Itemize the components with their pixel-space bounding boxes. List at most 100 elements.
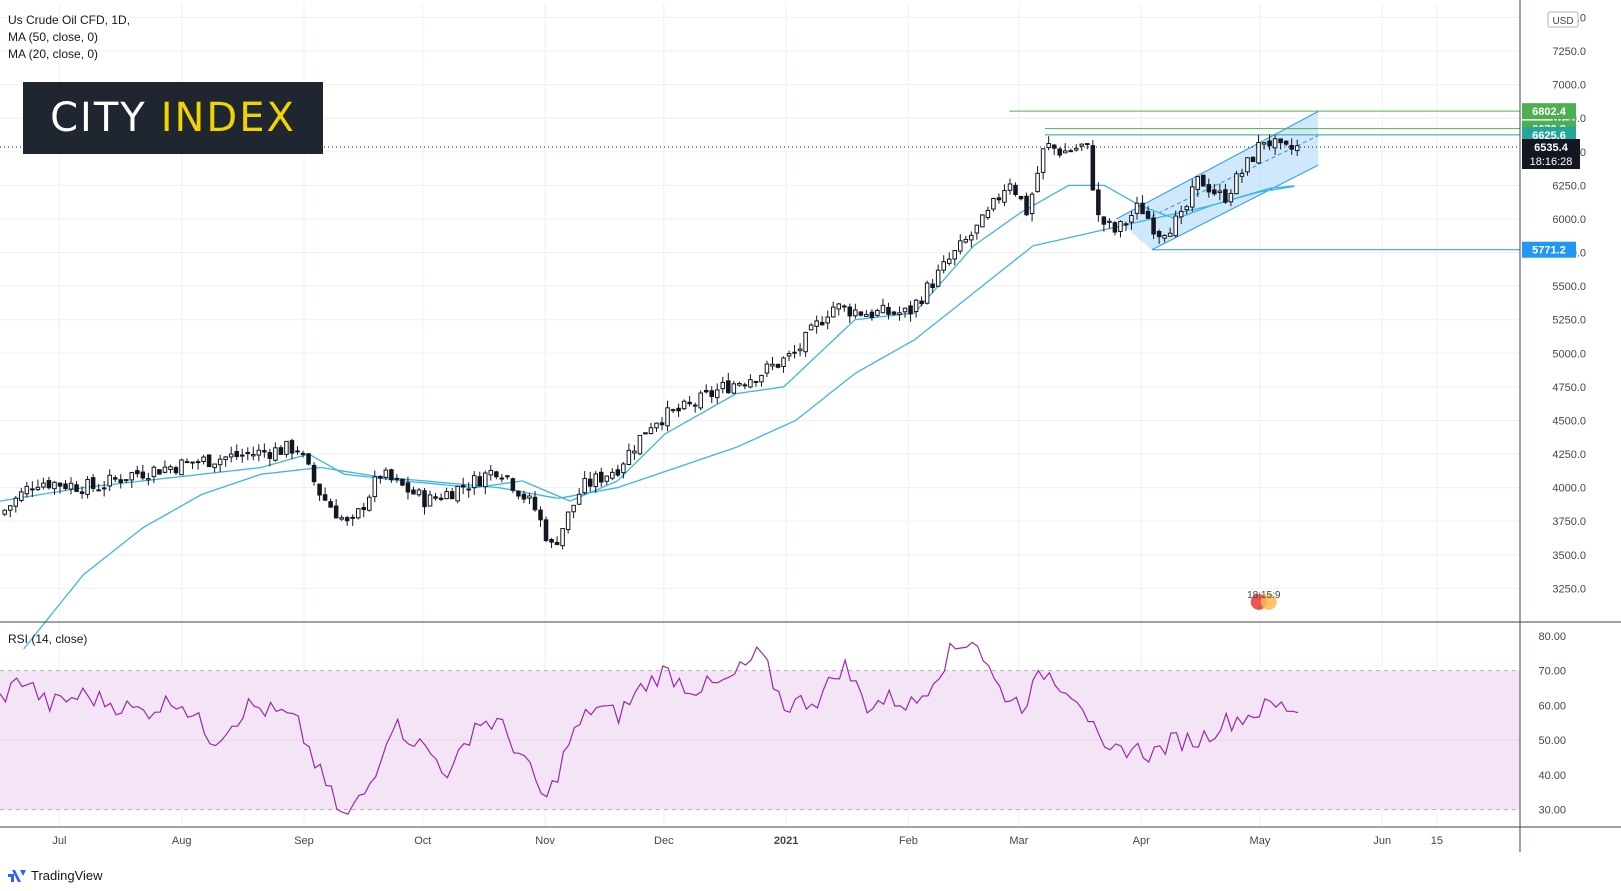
- price-axis-tick-label: 6000.0: [1552, 214, 1586, 226]
- candle: [1267, 134, 1272, 151]
- candle: [985, 206, 991, 220]
- candle: [372, 470, 378, 503]
- candle: [146, 472, 151, 486]
- candle-body: [1035, 172, 1040, 193]
- candle-body: [963, 238, 969, 243]
- candle-body: [466, 488, 471, 491]
- candle-body: [1046, 143, 1051, 149]
- trend-channel-lower-line: [1151, 164, 1319, 251]
- candle-body: [1272, 138, 1278, 149]
- candle-body: [621, 463, 626, 474]
- candle: [52, 481, 57, 495]
- candle-body: [714, 389, 720, 399]
- candle-body: [433, 496, 438, 499]
- candle-body: [1206, 184, 1212, 193]
- candle: [455, 485, 460, 504]
- candle-body: [1156, 231, 1162, 238]
- candle-body: [2, 509, 8, 515]
- price-axis-tick-label: 4000.0: [1552, 483, 1586, 495]
- candle: [913, 298, 919, 318]
- level-price-tag: [1522, 241, 1576, 258]
- candle: [223, 455, 228, 467]
- candle: [737, 381, 742, 387]
- tradingview-logo-icon: [8, 869, 26, 882]
- candle-body: [317, 483, 322, 496]
- candle-body: [1024, 195, 1029, 216]
- candle-body: [1184, 206, 1189, 211]
- candle: [245, 447, 251, 461]
- candle: [217, 454, 223, 472]
- candle: [1112, 220, 1118, 236]
- candle-body: [1013, 184, 1018, 195]
- candle-body: [339, 517, 344, 520]
- candle-body: [427, 494, 433, 507]
- candle-body: [129, 472, 135, 481]
- candle-body: [422, 490, 427, 508]
- candle: [311, 462, 317, 486]
- candle: [118, 474, 124, 489]
- candle: [1134, 196, 1140, 220]
- candle-body: [361, 507, 367, 511]
- candle-body: [731, 383, 737, 394]
- candle-body: [681, 400, 687, 410]
- candle-body: [57, 482, 63, 487]
- candle-body: [654, 422, 659, 429]
- candle-body: [543, 519, 549, 542]
- candle: [930, 278, 935, 294]
- candle: [665, 400, 670, 432]
- candle: [858, 311, 864, 317]
- candle: [681, 399, 687, 411]
- candle-body: [206, 454, 212, 468]
- candle: [709, 386, 714, 404]
- candle-body: [306, 453, 311, 465]
- candle-body: [1261, 142, 1267, 145]
- candle-body: [1267, 140, 1272, 147]
- candle-body: [90, 477, 96, 489]
- candle: [234, 444, 239, 460]
- candle: [184, 458, 190, 464]
- candle: [13, 495, 19, 513]
- candle-body: [449, 491, 455, 500]
- candle-body: [1040, 148, 1046, 173]
- candle-body: [626, 449, 632, 466]
- footer-brand-text[interactable]: TradingView: [31, 868, 103, 883]
- candle: [295, 446, 300, 455]
- candle-body: [908, 305, 913, 315]
- candle: [1156, 229, 1162, 245]
- candle: [632, 445, 637, 460]
- candle-body: [212, 463, 217, 469]
- candle-body: [1278, 138, 1283, 144]
- time-axis-tick-label: Aug: [172, 835, 192, 847]
- candle: [654, 422, 659, 432]
- candle: [560, 528, 565, 550]
- level-price-label: 6802.4: [1532, 106, 1567, 118]
- candle: [1283, 140, 1289, 147]
- candle: [908, 300, 913, 322]
- price-axis-tick-label: 3750.0: [1552, 516, 1586, 528]
- candle-body: [101, 487, 107, 490]
- candle: [411, 486, 416, 495]
- candle-body: [311, 464, 317, 483]
- rsi-axis-tick-label: 70.00: [1538, 666, 1566, 678]
- trend-channel-upper-line: [1116, 111, 1319, 220]
- candle: [212, 463, 217, 473]
- candle-body: [239, 454, 245, 457]
- candle-body: [1250, 156, 1256, 163]
- candle-body: [85, 478, 90, 495]
- candle: [383, 467, 389, 481]
- candle-body: [781, 357, 786, 368]
- candle: [836, 302, 842, 316]
- candle-body: [1112, 222, 1118, 233]
- candle-body: [836, 303, 842, 310]
- candle-body: [582, 478, 587, 494]
- candle-body: [1201, 174, 1206, 187]
- candle: [201, 454, 206, 465]
- candle-body: [1123, 223, 1129, 226]
- time-axis-tick-label: Jun: [1373, 835, 1391, 847]
- logo-word-city: CITY: [50, 95, 147, 141]
- candle-body: [1162, 234, 1167, 239]
- candle: [571, 504, 576, 519]
- candle-body: [1002, 190, 1007, 203]
- candle: [748, 374, 753, 389]
